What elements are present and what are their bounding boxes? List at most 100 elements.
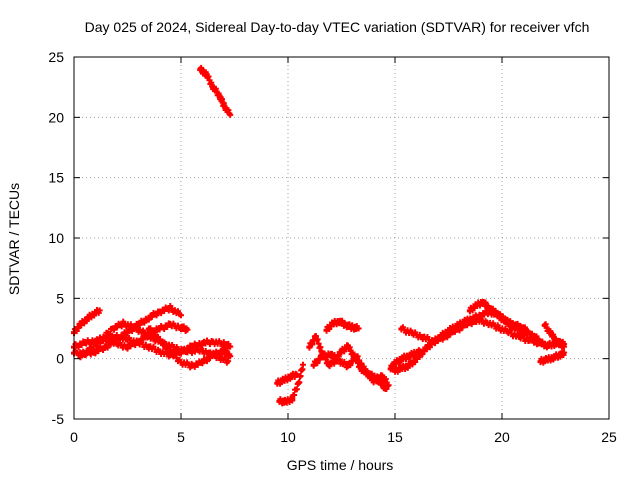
x-tick-label: 20 [494,429,510,445]
data-point [291,392,298,399]
x-tick-label: 15 [387,429,403,445]
data-point [141,319,148,326]
data-point [561,343,568,350]
data-point [385,382,392,389]
data-point [106,330,113,337]
x-tick-label: 0 [70,429,78,445]
y-tick-label: 20 [48,109,64,125]
data-point [227,343,234,350]
data-point [111,326,118,333]
data-point [199,360,206,367]
data-point [153,312,160,319]
y-tick-label: 10 [48,230,64,246]
data-point [148,328,155,335]
data-point [148,313,155,320]
data-point [124,330,131,337]
data-point [124,345,131,352]
ticks: 0 5 10 15 20 25 -5 0 5 10 15 20 25 [48,49,617,445]
data-point [75,344,82,351]
data-point [289,397,296,404]
data-point [468,321,475,328]
data-point [299,361,306,368]
data-point [178,312,184,319]
x-tick-label: 25 [601,429,617,445]
y-tick-label: -5 [52,411,65,427]
series-track-o [398,316,533,347]
data-point [158,310,165,317]
data-point [211,352,218,359]
series-track-p [466,298,531,336]
data-point [171,351,178,358]
data-point [156,336,163,343]
data-point [85,349,92,356]
data-point [82,352,89,359]
data-point [189,349,196,356]
data-point [191,363,198,370]
data-point [168,306,175,313]
data-point [132,342,139,349]
y-tick-label: 0 [56,351,64,367]
series-track-g [197,64,234,118]
series-track-k [310,350,392,389]
grid [74,57,609,419]
data-point [293,371,300,378]
data-point [524,327,531,334]
data-point [355,357,362,364]
data-point [360,363,367,370]
x-tick-label: 5 [177,429,185,445]
data-point [184,326,191,333]
data-point [77,354,84,361]
data-point [364,368,371,375]
series-track-e [103,320,191,352]
data-point [314,360,321,367]
data-point [159,338,166,345]
data-point [168,348,175,355]
data-point [297,373,304,380]
data-point [199,341,206,348]
data-point [95,348,102,355]
data-point [347,362,354,369]
data-point [456,327,463,334]
data-point [144,334,151,341]
data-point [100,346,107,353]
data-point [167,302,174,309]
chart-title: Day 025 of 2024, Sidereal Day-to-day VTE… [85,19,590,35]
data-point [145,316,152,323]
data-point [173,354,180,361]
data-point [526,337,533,344]
data-point [227,111,234,118]
data-point [358,360,365,367]
y-tick-label: 5 [56,290,64,306]
data-point [174,308,181,315]
data-point [459,324,466,331]
data-point [139,336,146,343]
data-point [293,386,300,393]
data-point [161,325,168,332]
data-point [104,344,111,351]
data-point [171,307,178,314]
data-point [92,350,99,357]
data-point [89,345,96,352]
x-tick-label: 10 [280,429,296,445]
series-track-l [323,317,362,334]
data-point [207,355,214,362]
data-point [561,349,568,356]
data-point [368,373,375,380]
series-track-h [274,370,300,387]
data-point [164,344,171,351]
data-point [464,322,471,329]
series-track-i [276,361,306,407]
data-point [114,324,121,331]
data-point [194,361,201,368]
data-point [354,353,361,360]
data-point [432,340,439,347]
data-point [161,342,168,349]
x-axis-label: GPS time / hours [287,457,394,473]
data-point [136,339,143,346]
data-point [127,343,134,350]
series-track-f [145,325,234,371]
data-point [216,351,223,358]
series-track-n [392,306,542,375]
y-tick-label: 25 [48,49,64,65]
